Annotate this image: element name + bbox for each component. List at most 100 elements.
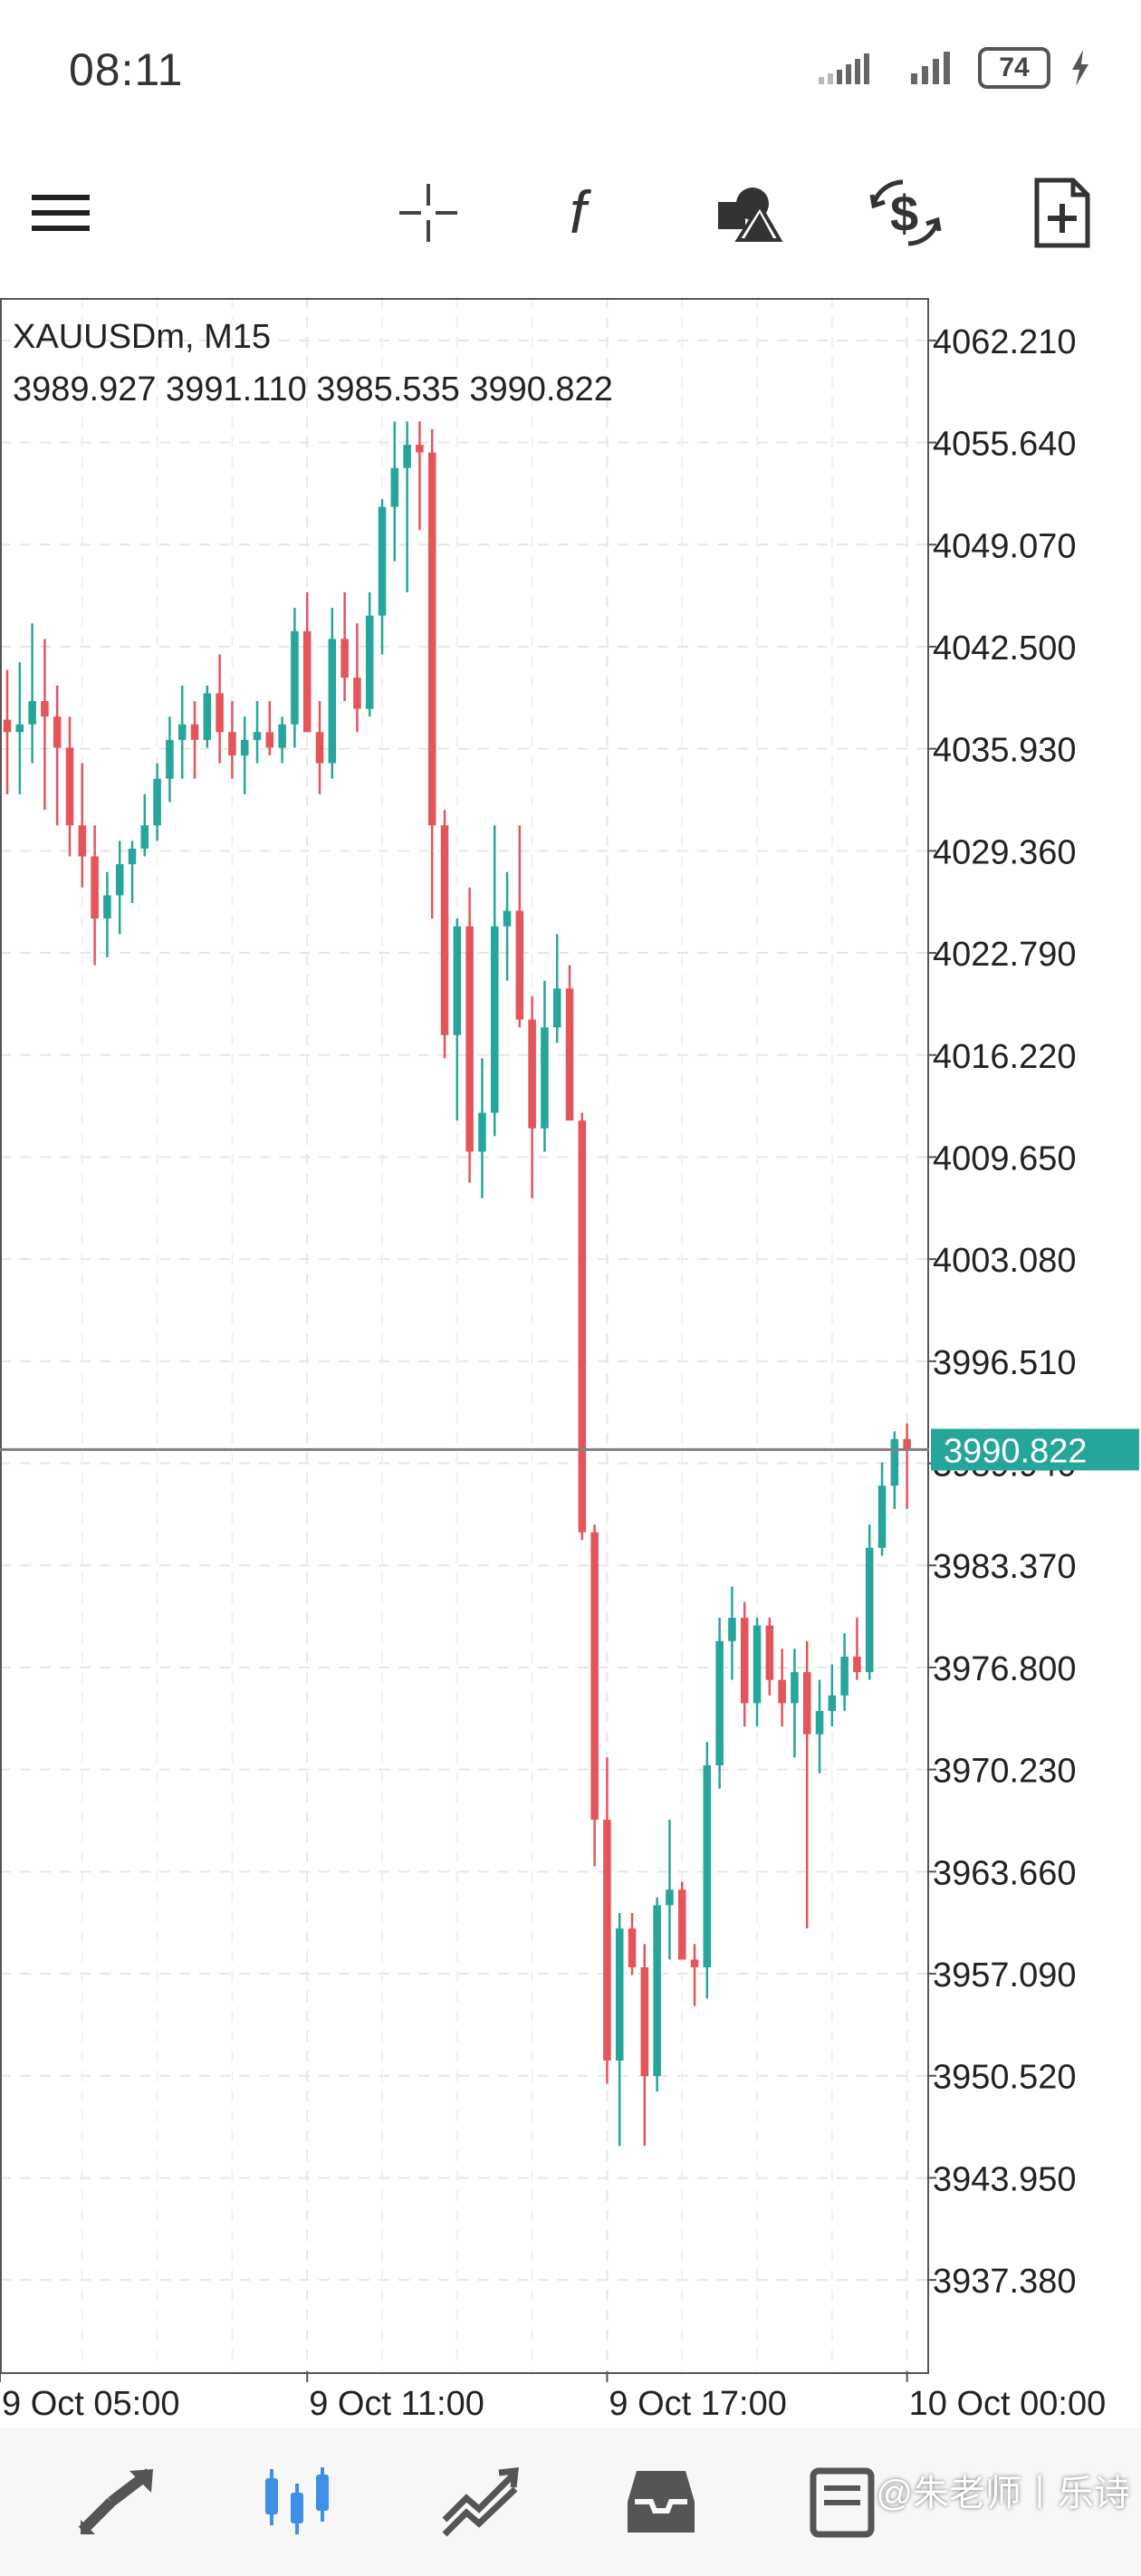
y-tick-label: 4055.640 <box>933 426 1077 464</box>
candle-body <box>128 848 137 865</box>
price-axis: 4062.210 4055.640 4049.070 4042.500 4035.930… <box>927 323 1077 2301</box>
trade-button[interactable]: $ <box>856 163 955 263</box>
candle <box>216 654 224 764</box>
bottom-navigation <box>0 2427 1141 2576</box>
candle <box>791 1648 799 1758</box>
y-tick-label: 4016.220 <box>933 1038 1077 1076</box>
candle <box>91 825 99 966</box>
candle <box>802 1640 811 1929</box>
journal-icon <box>810 2467 875 2538</box>
candle-body <box>390 467 399 507</box>
candle-body <box>690 1959 699 1968</box>
x-tick-label: 9 Oct 17:00 <box>609 2385 786 2423</box>
current-price-tag <box>931 1428 1139 1471</box>
candle <box>41 639 49 811</box>
y-tick-label: 3976.800 <box>933 1650 1077 1688</box>
inbox-icon <box>628 2471 695 2533</box>
candle <box>503 871 512 981</box>
candle-body <box>265 732 274 748</box>
candle <box>378 498 387 655</box>
candle-body <box>378 506 387 616</box>
candle-body <box>177 724 187 740</box>
candle-body <box>328 639 337 764</box>
candle <box>853 1618 861 1680</box>
candle-body <box>41 700 49 717</box>
time-axis: 9 Oct 05:00 9 Oct 11:00 9 Oct 17:00 10 Oct … <box>0 2371 1106 2423</box>
candlestick-chart[interactable]: 4062.210 4055.640 4049.070 4042.500 4035.930… <box>0 297 1141 2426</box>
quotes-arrows-icon <box>78 2468 153 2535</box>
candle-body <box>28 700 36 725</box>
candle <box>840 1633 849 1711</box>
y-tick-label: 3943.950 <box>933 2160 1077 2198</box>
candle-body <box>828 1695 837 1711</box>
candle <box>753 1618 762 1727</box>
candle <box>890 1431 899 1509</box>
candle <box>528 995 536 1198</box>
candle-body <box>890 1438 899 1486</box>
y-tick-label: 3937.380 <box>933 2263 1077 2301</box>
crosshair-button[interactable] <box>379 163 478 263</box>
candle <box>328 608 337 779</box>
candle <box>877 1462 887 1556</box>
candle-body <box>528 1019 536 1129</box>
candle-body <box>552 988 561 1028</box>
nav-chart[interactable] <box>234 2427 360 2576</box>
candle-body <box>403 444 411 468</box>
candle <box>153 763 161 841</box>
y-tick-label: 4035.930 <box>933 732 1077 770</box>
candle <box>565 965 574 1121</box>
chart-candles-icon <box>265 2467 329 2534</box>
candle <box>541 980 549 1152</box>
candle <box>640 1944 649 2147</box>
candle <box>703 1742 712 1999</box>
x-tick-label: 10 Oct 00:00 <box>909 2385 1107 2423</box>
y-tick-label: 3963.660 <box>933 1854 1077 1892</box>
candle <box>628 1912 637 1975</box>
plot-frame <box>0 298 929 2374</box>
candle-body <box>740 1618 749 1704</box>
nav-messages[interactable] <box>779 2427 906 2576</box>
y-tick-label: 3970.230 <box>933 1753 1077 1791</box>
candle <box>128 841 137 903</box>
candle <box>365 591 374 717</box>
candle-body <box>603 1820 611 2061</box>
candle <box>65 716 74 857</box>
candle-body <box>278 724 286 748</box>
candle-body <box>903 1438 911 1450</box>
signal-icon <box>819 53 869 84</box>
candle <box>815 1679 824 1773</box>
candle-body <box>640 1967 649 2077</box>
candle-body <box>840 1656 849 1696</box>
nav-quotes[interactable] <box>53 2427 179 2576</box>
indicators-button[interactable]: f <box>538 163 638 263</box>
status-bar: 08:11 74 <box>0 0 1141 145</box>
candle <box>552 934 561 1043</box>
candle-body <box>291 630 299 725</box>
candle-body <box>166 739 174 779</box>
candle-body <box>216 693 224 733</box>
candle <box>653 1897 661 2092</box>
menu-button[interactable] <box>11 163 110 263</box>
candle-body <box>877 1485 887 1548</box>
nav-trade[interactable] <box>417 2427 543 2576</box>
new-order-button[interactable] <box>1012 163 1112 263</box>
status-time: 08:11 <box>69 44 184 95</box>
candle-body <box>302 630 312 733</box>
candle <box>515 825 524 1028</box>
y-tick-label: 4062.210 <box>933 323 1077 361</box>
candle-body <box>815 1710 824 1735</box>
candle <box>778 1648 786 1727</box>
candle-body <box>615 1928 624 2061</box>
candle <box>615 1912 624 2147</box>
y-tick-label: 3957.090 <box>933 1956 1077 1994</box>
ohlc-label: 3989.927 3991.110 3985.535 3990.822 <box>13 370 613 409</box>
svg-text:f: f <box>570 178 592 245</box>
candle <box>340 591 349 701</box>
candle-body <box>628 1928 637 1968</box>
objects-button[interactable] <box>697 163 797 263</box>
candle-body <box>490 926 499 1113</box>
price-chart[interactable]: 4062.210 4055.640 4049.070 4042.500 4035.930… <box>0 297 1141 2426</box>
nav-history[interactable] <box>598 2427 724 2576</box>
candle-body <box>653 1905 661 2077</box>
candle-body <box>478 1112 486 1152</box>
